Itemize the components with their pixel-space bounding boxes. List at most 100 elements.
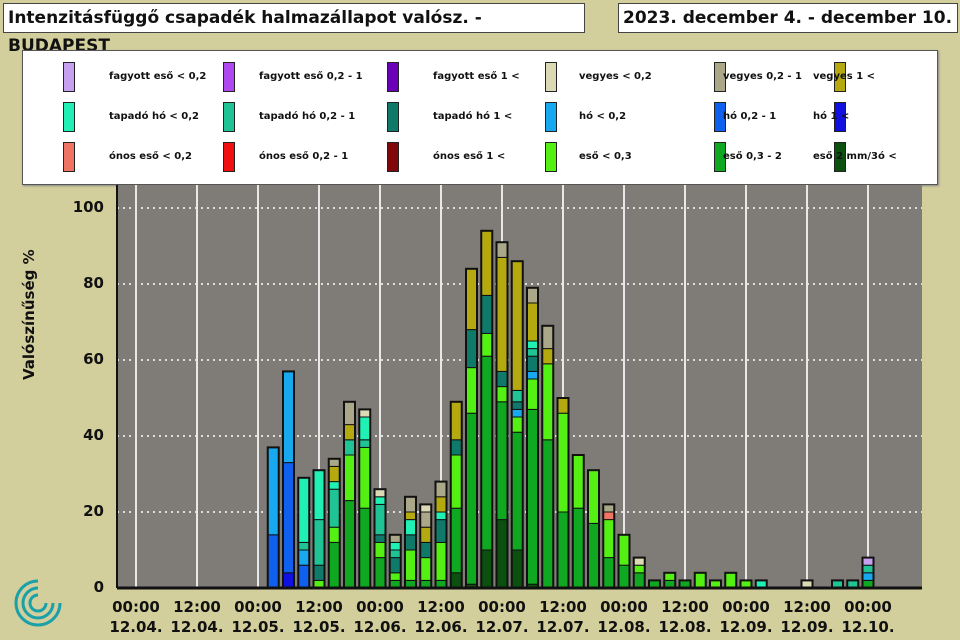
bar-segment (435, 541, 447, 581)
bar-segment (404, 496, 417, 513)
bar (465, 267, 478, 589)
x-tick-date: 12.04. (109, 618, 163, 636)
bar-segment (374, 488, 386, 498)
bar (404, 495, 417, 589)
x-tick-date: 12.09. (719, 618, 773, 636)
x-tick-label: 12:00 12.09. (777, 597, 837, 637)
bar (602, 503, 616, 589)
legend-label: ónos eső 1 < (433, 151, 506, 162)
bar-segment (404, 549, 417, 581)
legend-label: fagyott eső < 0,2 (109, 71, 207, 82)
bar-segment (282, 462, 295, 574)
x-tick-label: 12:00 12.08. (655, 597, 715, 637)
bar (617, 533, 631, 589)
bar-segment (419, 526, 432, 543)
x-tick-date: 12.07. (536, 618, 590, 636)
legend-label: hó 0,2 - 1 (723, 111, 777, 122)
x-tick-date: 12.06. (414, 618, 468, 636)
bar-segment (480, 549, 493, 589)
legend-swatch (63, 102, 75, 132)
bar-segment (267, 446, 280, 536)
legend-swatch (714, 102, 726, 132)
bar-segment (297, 549, 310, 566)
bar-segment (496, 370, 508, 388)
bar-segment (511, 416, 524, 433)
bar-segment (633, 572, 646, 589)
bar-segment (496, 256, 508, 372)
x-tick-label: 00:00 12.08. (594, 597, 654, 637)
bar-segment (572, 454, 585, 509)
bar-segment (374, 557, 386, 589)
x-tick-date: 12.08. (658, 618, 712, 636)
bar-segment (465, 412, 478, 585)
bar-segment (541, 363, 554, 441)
x-tick-date: 12.10. (841, 618, 895, 636)
legend-swatch (714, 142, 726, 172)
bar-segment (663, 572, 676, 581)
bar (449, 400, 463, 589)
y-tick-label: 80 (83, 274, 104, 292)
bar-segment (724, 572, 737, 589)
bar (693, 571, 707, 589)
bar-segment (465, 329, 478, 369)
bar-segment (511, 549, 524, 589)
bar (266, 446, 280, 589)
legend-swatch (63, 62, 75, 92)
bar (419, 503, 433, 589)
x-tick-date: 12.07. (475, 618, 529, 636)
x-tick-time: 12:00 (417, 598, 465, 616)
bar (327, 457, 341, 589)
x-tick-time: 00:00 (844, 598, 892, 616)
bar-segment (602, 557, 615, 589)
bar-segment (328, 488, 341, 528)
x-tick-date: 12.08. (597, 618, 651, 636)
x-tick-label: 12:00 12.04. (167, 597, 227, 637)
bar-segment (419, 557, 432, 581)
bar-segment (404, 519, 417, 536)
x-tick-date: 12.06. (353, 618, 407, 636)
bar-segment (602, 519, 615, 559)
bar-segment (374, 503, 386, 536)
bar-segment (496, 241, 508, 258)
legend-label: tapadó hó 1 < (433, 111, 513, 122)
bar-segment (358, 439, 371, 448)
bar-segment (404, 534, 417, 551)
legend-swatch (834, 142, 846, 172)
bar (297, 476, 311, 589)
x-tick-date: 12.04. (170, 618, 224, 636)
bar (312, 469, 326, 590)
legend: fagyott eső < 0,2 fagyott eső 0,2 - 1 fagy… (22, 50, 938, 185)
x-tick-label: 12:00 12.06. (411, 597, 471, 637)
legend-swatch (545, 102, 557, 132)
x-tick-date: 12.05. (292, 618, 346, 636)
y-tick-label: 0 (93, 578, 104, 596)
x-tick-label: 00:00 12.10. (838, 597, 898, 637)
date-range: 2023. december 4. - december 10. (618, 3, 958, 33)
bar-segment (419, 511, 432, 528)
bar-segment (587, 522, 600, 589)
bar-segment (541, 439, 554, 589)
bar-segment (511, 389, 524, 403)
bar (571, 454, 585, 589)
x-tick-label: 12:00 12.07. (533, 597, 593, 637)
bar-segment (526, 302, 539, 342)
x-tick-date: 12.05. (231, 618, 285, 636)
bar-segment (343, 439, 356, 456)
bar-segment (358, 507, 371, 589)
legend-swatch (223, 142, 235, 172)
legend-label: vegyes < 0,2 (579, 71, 652, 82)
bar-segment (450, 507, 463, 574)
bar-segment (572, 507, 585, 589)
bar-segment (450, 401, 463, 441)
legend-label: ónos eső 0,2 - 1 (259, 151, 349, 162)
legend-swatch (714, 62, 726, 92)
logo-icon (14, 579, 62, 627)
bar (282, 370, 295, 589)
bar-segment (389, 534, 402, 543)
legend-swatch (834, 102, 846, 132)
bar-segment (480, 230, 493, 296)
bar-segment (389, 572, 402, 581)
bar-segment (343, 500, 356, 589)
legend-label: hó 1 < (813, 111, 850, 122)
legend-swatch (223, 62, 235, 92)
